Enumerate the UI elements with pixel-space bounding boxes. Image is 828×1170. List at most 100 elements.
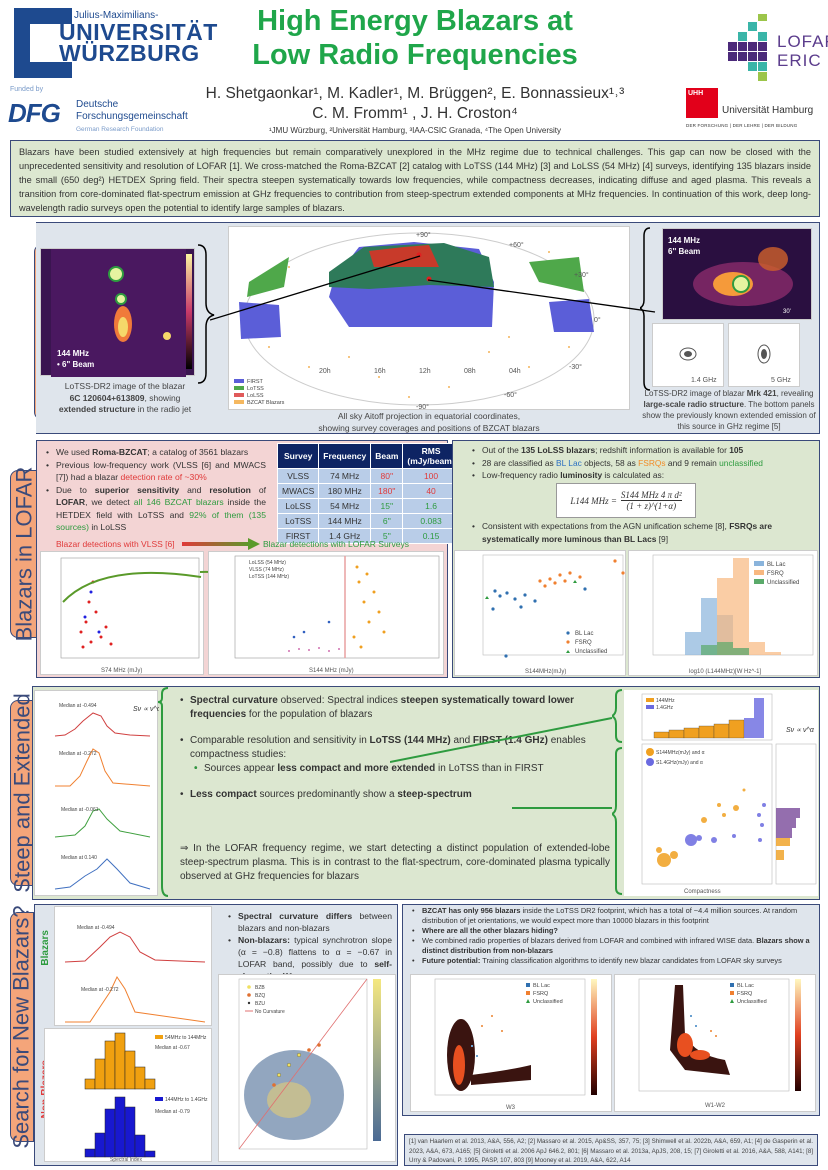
svg-text:BL Lac: BL Lac	[767, 562, 785, 568]
svg-text:Unclassified: Unclassified	[737, 999, 767, 1005]
svg-text:Sν ∝ ν^α: Sν ∝ ν^α	[786, 727, 815, 734]
dfg-name: Deutsche Forschungsgemeinschaft	[76, 99, 188, 122]
search-bullets: Spectral curvature differs between blaza…	[226, 910, 392, 982]
svg-text:FSRQ: FSRQ	[533, 991, 549, 997]
blazar-6c-image: 144 MHz • 6" Beam	[40, 248, 195, 377]
bullet-less-compact: •Sources appear less compact and more ex…	[194, 762, 608, 776]
svg-text:Median at -0.67: Median at -0.67	[155, 1045, 190, 1051]
svg-text:LoLSS (54 MHz): LoLSS (54 MHz)	[249, 560, 286, 566]
svg-text:+60°: +60°	[509, 241, 524, 249]
luminosity-histogram: BL Lac FSRQ Unclassified log10 (L144MHz)[W…	[628, 550, 818, 676]
green-connectors	[390, 717, 613, 809]
svg-text:FSRQ: FSRQ	[575, 640, 592, 646]
bullet-bzcat: We used Roma-BZCAT; a catalog of 3561 bl…	[46, 446, 266, 459]
svg-text:log10 (L144MHz)[W Hz^-1]: log10 (L144MHz)[W Hz^-1]	[689, 669, 762, 675]
bracket-steep-left	[158, 687, 169, 897]
svg-text:Compactness: Compactness	[684, 889, 721, 895]
poster-header: Julius-Maximilians- UNIVERSITÄT WÜRZBURG …	[0, 0, 828, 138]
inset-1-4ghz: 1.4 GHz	[652, 323, 724, 387]
dfg-subtitle: German Research Foundation	[76, 126, 164, 133]
label-blazars: Blazars	[40, 930, 51, 966]
svg-text:144 MHz: 144 MHz	[668, 236, 700, 245]
svg-text:-90°: -90°	[416, 403, 429, 411]
svg-text:BZB: BZB	[255, 985, 265, 991]
section-tab-blazars-in-lofar: Blazars in LOFAR	[10, 466, 38, 642]
svg-text:-60°: -60°	[504, 391, 517, 399]
svg-text:FSRQ: FSRQ	[737, 991, 753, 997]
svg-text:FIRST: FIRST	[247, 379, 264, 385]
svg-text:S144MHz(mJy) and α: S144MHz(mJy) and α	[656, 750, 705, 756]
steep-bullets: Spectral curvature observed: Spectral in…	[178, 694, 608, 802]
lofar-arrow-label: Blazar detections with LOFAR Surveys	[263, 539, 409, 549]
jmu-subtitle: Julius-Maximilians-	[74, 10, 159, 21]
svg-text:16h: 16h	[374, 368, 386, 375]
svg-text:6'' Beam: 6'' Beam	[668, 247, 700, 256]
svg-text:5 GHz: 5 GHz	[771, 377, 791, 384]
bullet-future: Future potential: Training classificatio…	[412, 956, 818, 966]
svg-text:12h: 12h	[419, 368, 431, 375]
lofar-grid-icon	[728, 14, 767, 81]
svg-text:S144MHz(mJy): S144MHz(mJy)	[525, 669, 566, 675]
luminosity-scatter-plot: BL Lac FSRQ Unclassified S144MHz(mJy)	[454, 550, 626, 676]
svg-text:No Curvature: No Curvature	[255, 1009, 285, 1015]
bullet-compactness-study: Comparable resolution and sensitivity in…	[180, 734, 608, 762]
svg-text:Unclassified: Unclassified	[767, 580, 799, 586]
wise-w3-plot: BL Lac FSRQ Unclassified W3	[410, 974, 612, 1112]
svg-text:-30°: -30°	[569, 363, 582, 371]
jmu-logo: Julius-Maximilians- UNIVERSITÄT WÜRZBURG	[14, 8, 217, 80]
bullet-lofar-detections: Due to superior sensitivity and resoluti…	[46, 484, 266, 534]
jmu-bracket-shape	[14, 8, 72, 78]
svg-text:Median at -0.272: Median at -0.272	[81, 987, 119, 993]
svg-text:• 6" Beam: • 6" Beam	[57, 360, 94, 369]
vlss-arrow-label: Blazar detections with VLSS [6]	[56, 539, 175, 549]
compactness-plot: 144MHz 1.4GHz Sν ∝ ν^α S144MHz(mJy) and α…	[624, 690, 818, 896]
svg-text:30': 30'	[783, 309, 791, 315]
svg-text:Median at -0.79: Median at -0.79	[155, 1109, 190, 1115]
luminosity-bullets: Out of the 135 LoLSS blazars; redshift i…	[470, 444, 815, 482]
dfg-logo: DFG	[8, 98, 61, 128]
uhh-logo: UHH Universität Hamburg DER FORSCHUNG | …	[686, 88, 826, 133]
svg-text:LoLSS: LoLSS	[247, 393, 264, 399]
bullet-wise: We combined radio properties of blazars …	[412, 936, 818, 956]
luminosity-formula: L144 MHz = S144 MHz 4 π d² (1 + z)^(1+α)	[556, 483, 696, 518]
lofar-scatter-plot: LoLSS (54 MHz) VLSS (74 MHz) LoTSS (144 MH…	[208, 551, 444, 675]
bullet-unification: Consistent with expectations from the AG…	[472, 520, 815, 545]
svg-text:Median at -0.494: Median at -0.494	[59, 703, 97, 709]
svg-text:BZCAT Blazars: BZCAT Blazars	[247, 400, 285, 406]
aitoff-sky-map: +90° +60° +30° 0° -30° -60° -90° 20h 16h…	[228, 226, 630, 411]
lofar-eric-text: LOFARERIC	[777, 32, 828, 70]
references: [1] van Haarlem et al. 2013, A&A, 556, A…	[404, 1134, 818, 1166]
svg-text:VLSS (74 MHz): VLSS (74 MHz)	[249, 567, 284, 573]
svg-text:LoTSS: LoTSS	[247, 386, 264, 392]
bracket-right	[640, 227, 651, 391]
bullet-spectral-curvature: Spectral curvature observed: Spectral in…	[180, 694, 608, 722]
bullet-hiding: Where are all the other blazars hiding?	[412, 926, 818, 936]
svg-text:Unclassified: Unclassified	[575, 649, 607, 655]
svg-text:BZU: BZU	[255, 1001, 265, 1007]
bullet-steep-spectrum: Less compact sources predominantly show …	[180, 788, 608, 802]
uhh-motto: DER FORSCHUNG | DER LEHRE | DER BILDUNG	[686, 123, 798, 128]
svg-text:BL Lac: BL Lac	[533, 983, 550, 989]
lofar-eric-logo: LOFARERIC	[720, 14, 828, 84]
blazar-spectral-histograms: Median at -0.494 Median at -0.272	[54, 906, 212, 1026]
funded-by-label: Funded by	[10, 86, 44, 93]
svg-text:54MHz to 144MHz: 54MHz to 144MHz	[165, 1035, 207, 1041]
svg-text:Unclassified: Unclassified	[533, 999, 563, 1005]
svg-text:1.4GHz: 1.4GHz	[656, 705, 673, 711]
bullet-bzcat-count: BZCAT has only 956 blazars inside the Lo…	[412, 906, 818, 926]
caption-6c: LoTSS-DR2 image of the blazar 6C 120604+6…	[58, 381, 192, 414]
steep-conclusion: ⇒ In the LOFAR frequency regime, we star…	[180, 843, 610, 882]
mrk421-image: 144 MHz 6'' Beam 30'	[662, 228, 812, 320]
svg-text:+30°: +30°	[574, 271, 589, 279]
svg-text:08h: 08h	[464, 368, 476, 375]
svg-text:Median at -0.061: Median at -0.061	[61, 807, 99, 813]
red-green-arrow	[182, 538, 260, 550]
caption-mrk421: LoTSS-DR2 image of blazar Mrk 421, revea…	[642, 389, 816, 431]
svg-text:S144 MHz (mJy): S144 MHz (mJy)	[309, 668, 354, 674]
svg-text:BL Lac: BL Lac	[737, 983, 754, 989]
bullet-classification: 28 are classified as BL Lac objects, 58 …	[472, 457, 815, 470]
svg-text:1.4 GHz: 1.4 GHz	[691, 377, 717, 384]
bracket-connector	[197, 244, 215, 384]
spectral-index-histograms: Median at -0.494 Median at -0.272 Median…	[34, 690, 162, 896]
svg-text:FSRQ: FSRQ	[767, 571, 784, 577]
